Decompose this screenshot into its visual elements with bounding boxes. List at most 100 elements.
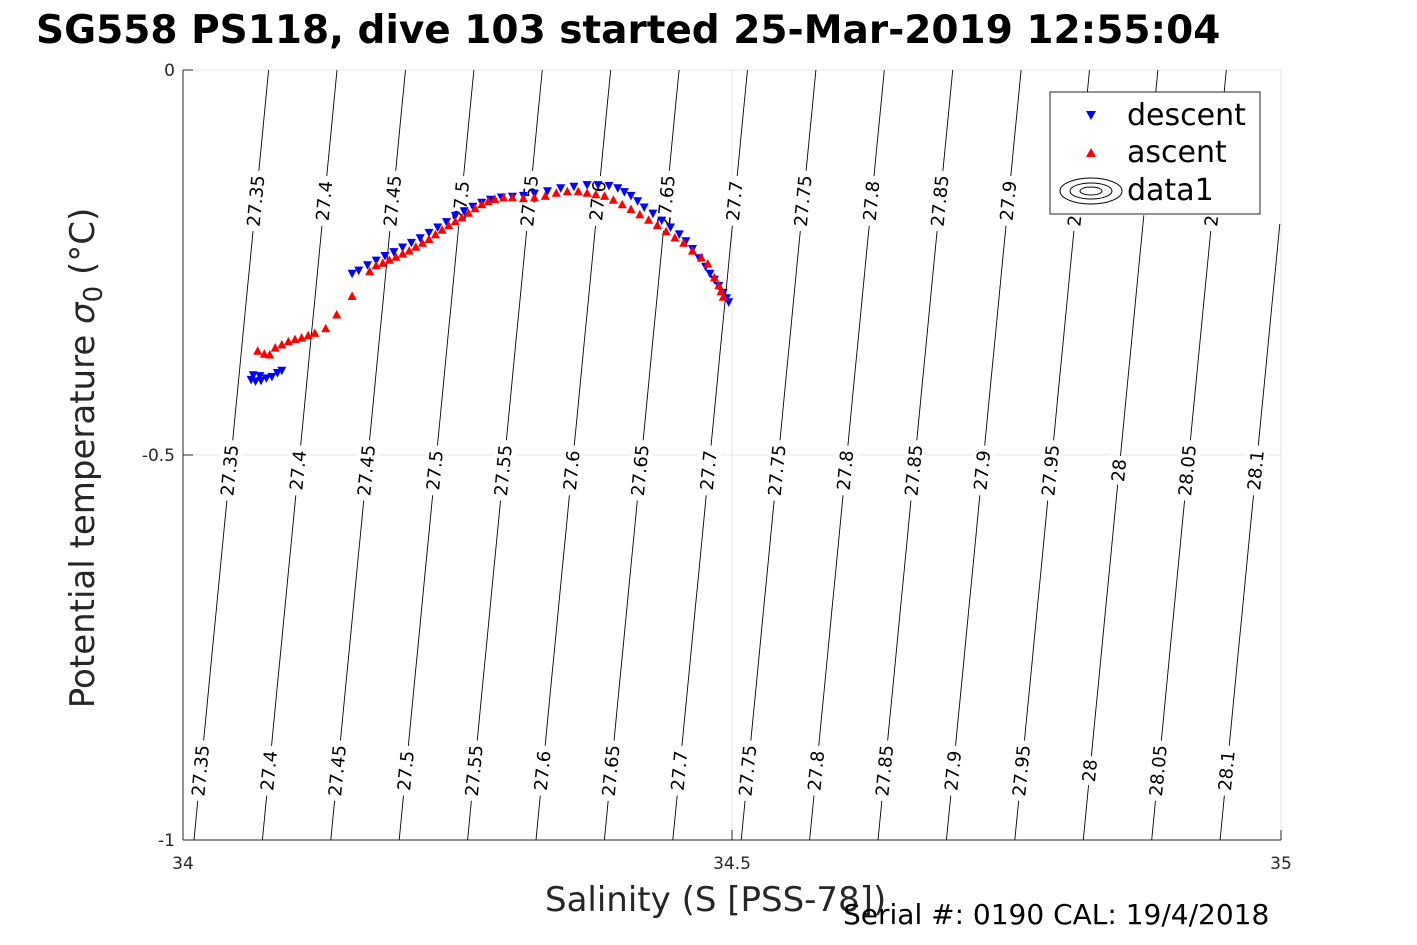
contour-label-bg	[666, 744, 693, 797]
contour-label-group: 27.4	[284, 444, 312, 497]
y-tick-label: -0.5	[142, 446, 175, 466]
contour-label-group: 27.7	[695, 444, 723, 497]
descent-point	[256, 376, 266, 386]
ascent-point	[499, 192, 509, 202]
contour-label-group: 27.75	[734, 739, 762, 802]
descent-point	[354, 266, 364, 276]
contour-label-bg	[311, 174, 338, 227]
contour-label-group: 27.85	[900, 439, 928, 502]
ascent-point	[384, 255, 394, 264]
contour-label: 27.55	[462, 744, 488, 797]
descent-point	[569, 182, 579, 192]
ascent-point	[507, 192, 517, 202]
ascent-point	[437, 225, 447, 234]
contour-label-bg	[215, 439, 244, 502]
descent-point	[267, 372, 277, 382]
contour-label: 27.6	[560, 449, 585, 491]
ascent-point	[679, 238, 689, 247]
contour-label: 27.8	[804, 750, 829, 792]
ascent-point	[347, 291, 357, 300]
descent-point	[424, 228, 434, 238]
ascent-point	[398, 249, 408, 258]
contour-label: 27.35	[217, 444, 243, 497]
contour-label-group: 28.05	[1144, 739, 1173, 802]
contour-label-bg	[900, 439, 928, 502]
contour-label-bg	[460, 739, 489, 802]
contour-label-bg	[597, 739, 625, 802]
contour-label-bg	[1144, 739, 1173, 802]
ascent-point	[378, 258, 388, 267]
contour-label-bg	[763, 439, 791, 502]
contour-label-group: 27.65	[597, 739, 625, 802]
contour-label: 28.1	[1215, 750, 1240, 792]
descent-point	[380, 252, 390, 261]
ascent-point	[310, 328, 320, 337]
ascent-point	[265, 349, 275, 359]
descent-point	[593, 181, 603, 190]
contour-label: 27.7	[668, 750, 693, 792]
ascent-point	[483, 196, 493, 206]
contour-label: 27.9	[997, 180, 1022, 222]
contour-label-group: 28	[1106, 454, 1132, 486]
contour-label-bg	[652, 169, 681, 233]
descent-point	[604, 181, 614, 191]
descent-point	[666, 223, 675, 232]
contour-label: 27.95	[1009, 744, 1035, 797]
descent-point	[406, 238, 416, 248]
ascent-point	[688, 246, 697, 255]
ascent-point	[661, 226, 671, 236]
contour-label-group: 27.45	[323, 739, 352, 802]
contour-label-bg	[1077, 755, 1103, 787]
descent-point	[450, 211, 460, 221]
descent-point	[347, 269, 357, 279]
ascent-point	[297, 333, 307, 342]
contour-label-bg	[323, 739, 352, 802]
contour-label-bg	[995, 174, 1022, 227]
x-tick-label: 35	[1270, 854, 1292, 874]
contour-label-bg	[242, 169, 270, 233]
contour-label-bg	[1007, 739, 1036, 802]
ascent-point	[600, 191, 610, 200]
contour-label-bg	[626, 439, 655, 502]
x-tick-label: 34	[172, 854, 194, 874]
contour-label-group: 27.9	[939, 744, 967, 797]
contour-label-group: 27.55	[515, 169, 544, 233]
contour-label: 27.35	[188, 744, 214, 797]
contour-label: 28	[1108, 458, 1131, 483]
ascent-point	[670, 232, 680, 242]
contour-label: 27.5	[394, 750, 419, 792]
contour-label-group: 27.95	[1036, 439, 1065, 502]
contour-label-bg	[1036, 439, 1065, 502]
ascent-point	[644, 215, 654, 224]
ascent-point	[703, 259, 713, 268]
descent-point	[459, 207, 469, 216]
ascent-point	[529, 192, 539, 202]
ascent-point	[551, 188, 561, 197]
ascent-point	[652, 220, 662, 230]
contour-label: 27.45	[354, 444, 380, 497]
density-contours: 27.35 27.35 27.35 27.4 27.4 27.4 27.45 27.45 27.…	[186, 69, 1281, 841]
contour-label-group: 27.55	[460, 739, 489, 802]
contour-label-group: 27.9	[968, 444, 996, 497]
legend-box	[1049, 91, 1261, 215]
contour-label-bg	[489, 439, 518, 502]
contour-label-group: 27.5	[392, 744, 420, 797]
contour-label-group: 27.65	[652, 169, 681, 233]
contour-label-group: 27.45	[378, 169, 407, 233]
ascent-point	[303, 330, 313, 340]
contour-label-bg	[421, 444, 449, 497]
ascent-point	[332, 309, 342, 319]
descent-series	[246, 181, 734, 386]
contour-label: 27.85	[872, 744, 898, 797]
ascent-point	[626, 204, 636, 213]
ascent-point	[450, 216, 460, 226]
contour-label: 27.75	[735, 744, 761, 797]
contour-label-group: 27.65	[626, 439, 655, 502]
contour-label: 27.7	[697, 449, 722, 491]
contour-label-group: 27.8	[858, 174, 885, 227]
contour-label-group: 28.1	[1213, 744, 1241, 797]
y-axis-label: Potential temperature σ0 (°C)	[63, 208, 109, 708]
contour-label: 27.65	[599, 744, 625, 797]
contour-label: 27.55	[491, 444, 517, 497]
